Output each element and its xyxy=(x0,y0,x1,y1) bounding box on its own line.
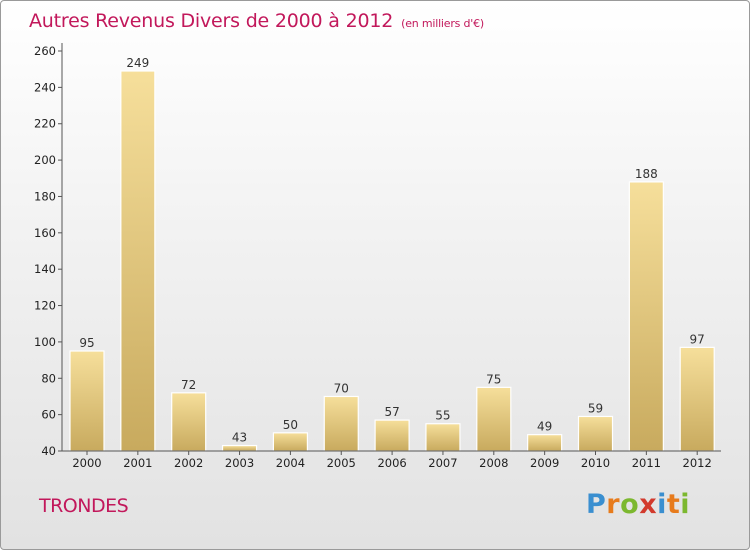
bar-2000 xyxy=(69,350,105,452)
x-tick-label-2012: 2012 xyxy=(683,456,712,470)
axes-layer: 2000 2001 2002 2003 2004 2005 2006 2007 2008 2009… xyxy=(34,43,721,470)
bar-2008 xyxy=(476,386,512,452)
value-label-2010: 59 xyxy=(588,401,603,415)
y-tick-label-140: 140 xyxy=(34,262,56,276)
chart-title-text: Autres Revenus Divers de 2000 à 2012 xyxy=(29,10,394,32)
value-label-2001: 249 xyxy=(126,56,149,70)
bar-2009 xyxy=(527,434,563,452)
x-tick-label-2011: 2011 xyxy=(632,456,661,470)
y-tick-label-40: 40 xyxy=(41,444,56,458)
bar-2007 xyxy=(425,423,461,452)
value-label-2003: 43 xyxy=(232,431,247,445)
y-tick-label-60: 60 xyxy=(41,408,56,422)
x-tick-label-2002: 2002 xyxy=(174,456,203,470)
value-label-2012: 97 xyxy=(690,332,705,346)
y-tick-label-100: 100 xyxy=(34,335,56,349)
x-tick-label-2006: 2006 xyxy=(377,456,406,470)
bar-2006 xyxy=(374,419,410,452)
commune-name: TRONDES xyxy=(39,495,129,517)
x-tick-label-2005: 2005 xyxy=(327,456,356,470)
bar-2001 xyxy=(120,70,156,452)
x-tick-label-2003: 2003 xyxy=(225,456,254,470)
bar-2002 xyxy=(171,392,207,452)
proxiti-logo[interactable]: Proxiti xyxy=(586,489,691,520)
bar-2010 xyxy=(577,415,614,452)
value-label-2004: 50 xyxy=(283,418,298,432)
chart-title: Autres Revenus Divers de 2000 à 2012 (en … xyxy=(29,10,484,32)
x-tick-label-2009: 2009 xyxy=(530,456,559,470)
y-tick-label-160: 160 xyxy=(34,226,56,240)
bar-2011 xyxy=(628,181,664,452)
y-tick-label-120: 120 xyxy=(34,299,56,313)
value-label-2009: 49 xyxy=(537,420,552,434)
y-tick-label-220: 220 xyxy=(34,117,56,131)
value-label-2007: 55 xyxy=(435,409,450,423)
bars-layer: 95 249 72 43 50 70 57 55 75 49 59 188 97 xyxy=(69,56,715,452)
value-label-2008: 75 xyxy=(486,372,501,386)
x-tick-label-2004: 2004 xyxy=(276,456,305,470)
value-label-2011: 188 xyxy=(635,167,658,181)
y-tick-label-200: 200 xyxy=(34,153,56,167)
y-tick-label-240: 240 xyxy=(34,80,56,94)
x-tick-label-2007: 2007 xyxy=(428,456,457,470)
y-tick-label-80: 80 xyxy=(41,371,56,385)
x-tick-label-2001: 2001 xyxy=(123,456,152,470)
bar-2003 xyxy=(221,444,258,452)
y-tick-label-180: 180 xyxy=(34,189,56,203)
y-tick-label-260: 260 xyxy=(34,44,56,58)
bar-2004 xyxy=(272,432,308,452)
x-tick-label-2000: 2000 xyxy=(72,456,101,470)
value-label-2006: 57 xyxy=(384,405,399,419)
x-tick-label-2008: 2008 xyxy=(479,456,508,470)
chart-subtitle: (en milliers d'€) xyxy=(401,17,485,30)
value-label-2002: 72 xyxy=(181,378,196,392)
value-label-2005: 70 xyxy=(334,381,349,395)
value-label-2000: 95 xyxy=(79,336,94,350)
bar-2012 xyxy=(679,346,715,452)
bar-2005 xyxy=(323,395,359,452)
x-tick-label-2010: 2010 xyxy=(581,456,610,470)
